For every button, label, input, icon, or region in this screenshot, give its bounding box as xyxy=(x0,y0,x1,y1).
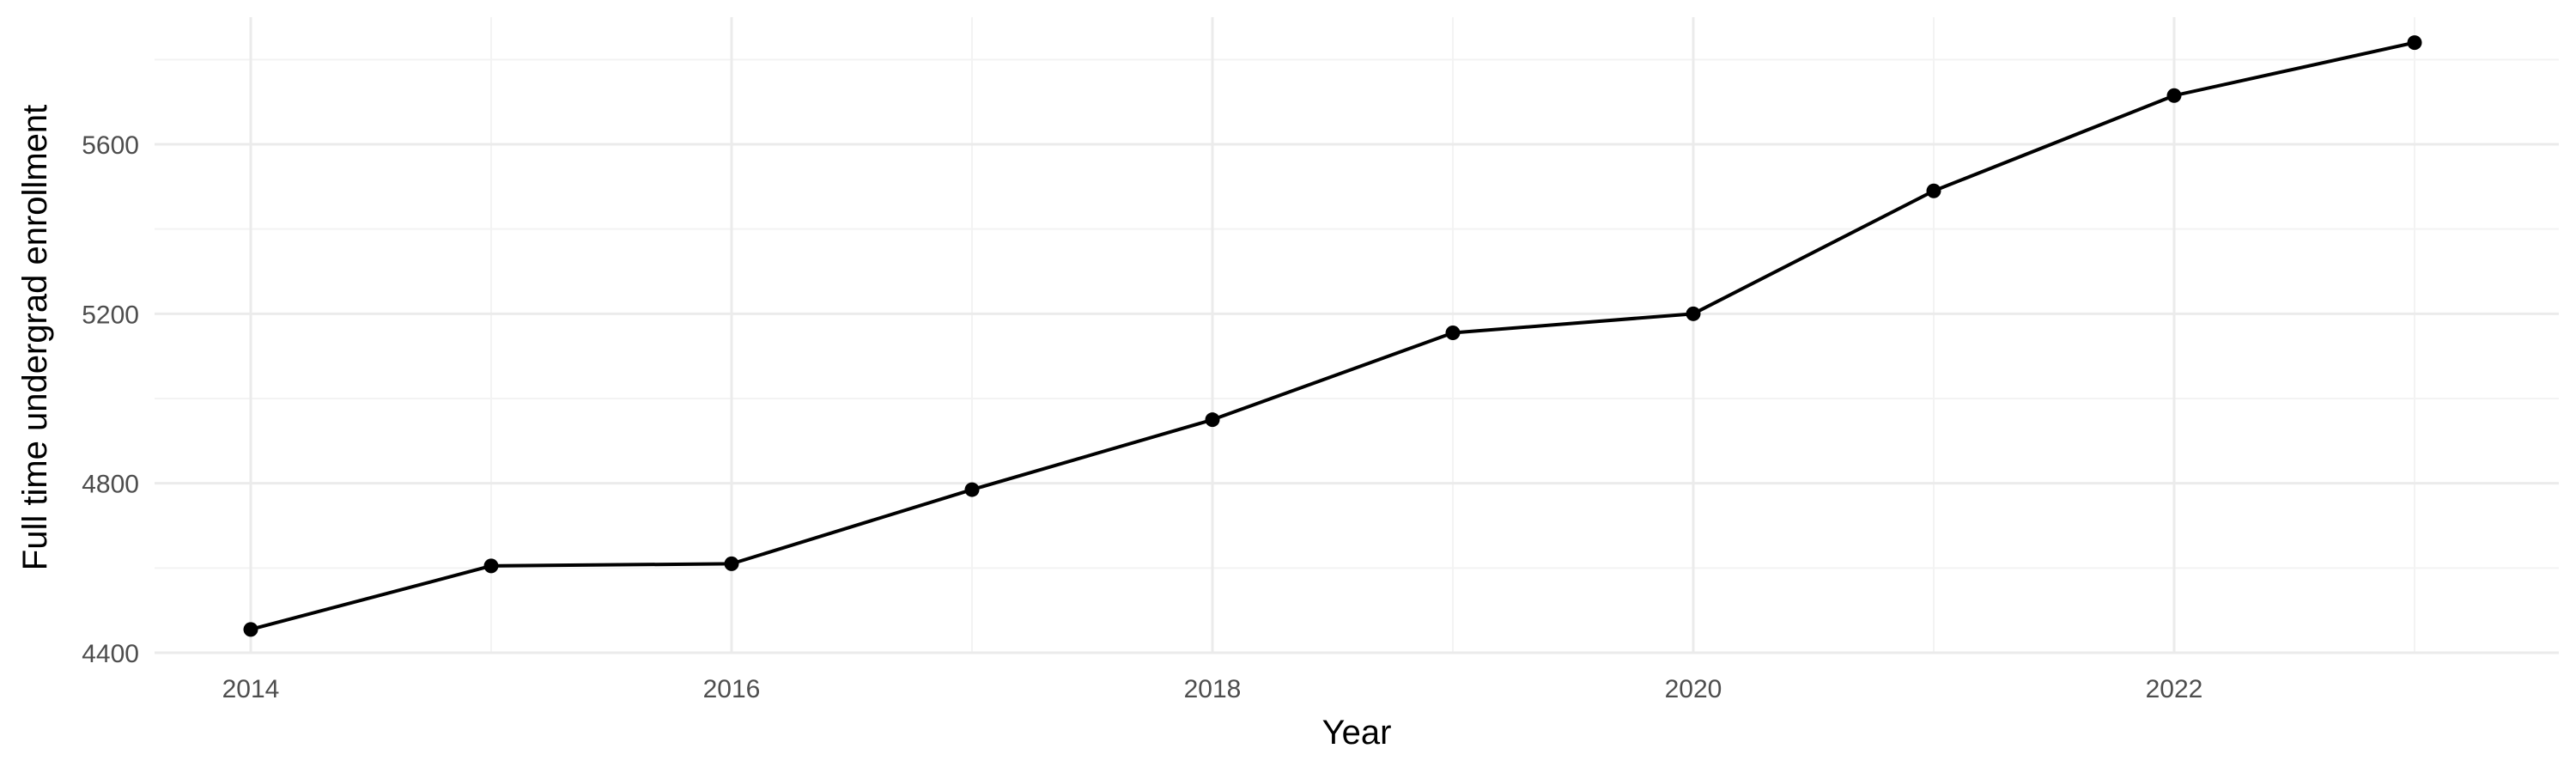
y-tick-label: 5200 xyxy=(82,301,139,329)
x-tick-label: 2018 xyxy=(1184,675,1242,703)
x-tick-label: 2016 xyxy=(703,675,761,703)
x-tick-labels: 2014 2016 2018 2020 2022 xyxy=(222,675,2203,703)
data-point xyxy=(243,622,258,637)
y-tick-label: 5600 xyxy=(82,131,139,160)
y-tick-label: 4800 xyxy=(82,471,139,499)
y-tick-labels: 4400 4800 5200 5600 xyxy=(82,131,139,668)
y-tick-label: 4400 xyxy=(82,640,139,668)
series-layer xyxy=(249,40,2416,631)
x-tick-label: 2020 xyxy=(1665,675,1722,703)
data-point xyxy=(724,556,739,571)
data-point xyxy=(483,558,499,574)
data-point xyxy=(1205,412,1220,428)
major-gridlines xyxy=(155,17,2559,654)
data-point xyxy=(1686,306,1701,321)
series-line xyxy=(249,40,2416,631)
minor-gridlines xyxy=(155,17,2559,653)
data-point xyxy=(2166,88,2182,103)
data-points xyxy=(243,35,2422,637)
data-point xyxy=(1445,326,1461,341)
x-axis-title: Year xyxy=(1322,714,1392,752)
y-axis-title: Full time undergrad enrollment xyxy=(16,105,54,570)
x-tick-label: 2014 xyxy=(222,675,280,703)
data-point xyxy=(964,482,980,497)
data-point xyxy=(1926,183,1941,198)
x-tick-label: 2022 xyxy=(2146,675,2203,703)
data-point xyxy=(2407,35,2422,51)
